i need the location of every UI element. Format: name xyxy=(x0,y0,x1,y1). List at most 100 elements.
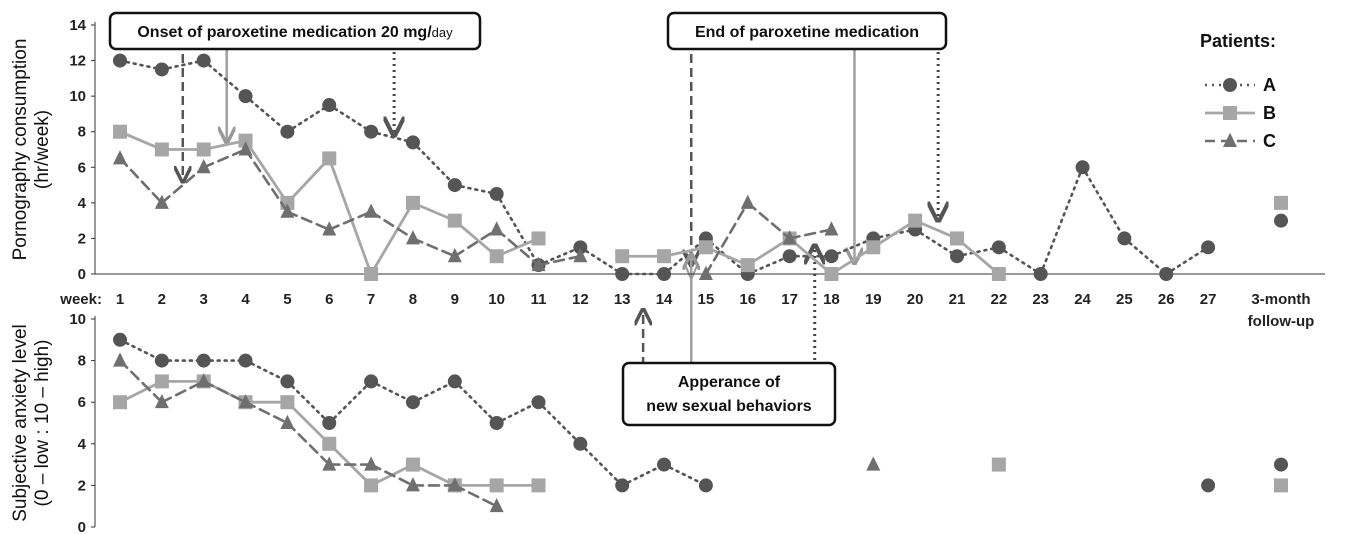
series-A-point xyxy=(489,416,504,430)
series-A-segment xyxy=(327,380,373,425)
series-A-segment xyxy=(369,380,415,404)
legend-title: Patients: xyxy=(1200,31,1276,51)
series-A-segment xyxy=(118,59,164,71)
series-A-point xyxy=(1159,267,1174,281)
panel-1-ytick-label: 6 xyxy=(78,159,86,176)
onset-label-main: Onset of paroxetine medication 20 mg/ xyxy=(137,24,432,41)
series-A-point xyxy=(447,178,462,193)
series-B-point xyxy=(280,395,295,410)
series-C-point xyxy=(364,203,379,218)
series-A-point xyxy=(573,436,588,451)
series-B-segment xyxy=(285,156,331,205)
series-A-point xyxy=(531,395,546,410)
legend-item-A: A xyxy=(1205,75,1276,95)
x-tick-label: 25 xyxy=(1116,291,1133,308)
x-tick-label: 2 xyxy=(158,291,166,308)
series-A-followup-point xyxy=(1274,457,1288,472)
series-B-point xyxy=(154,374,169,389)
series-A-point xyxy=(280,124,295,139)
series-C-point xyxy=(154,393,169,409)
series-C-segment xyxy=(327,210,373,231)
legend-item-C: C xyxy=(1205,131,1276,151)
series-B-segment xyxy=(369,201,415,276)
series-A-point xyxy=(1201,240,1216,255)
series-B-point xyxy=(866,240,881,255)
panel-1-ytick-label: 2 xyxy=(78,230,86,247)
appearance-diamond xyxy=(684,248,699,282)
series-C-point xyxy=(322,456,337,471)
x-tick-label: 15 xyxy=(698,291,715,308)
series-A-segment xyxy=(579,246,624,276)
series-B-point xyxy=(824,267,839,281)
series-C-segment xyxy=(202,148,247,169)
panel-1-ytick-label: 10 xyxy=(69,88,86,105)
x-tick-label: 22 xyxy=(991,291,1008,308)
end-box xyxy=(666,11,948,51)
series-A-point xyxy=(154,62,169,77)
series-C-point xyxy=(531,256,546,272)
series-B-point xyxy=(405,195,420,210)
series-A-segment xyxy=(620,463,666,487)
series-B-point xyxy=(447,213,462,228)
series-A-segment xyxy=(244,359,289,383)
x-tick-label: 27 xyxy=(1200,291,1217,308)
series-B-point xyxy=(238,133,253,148)
series-B-point xyxy=(364,267,379,281)
series-C-segment xyxy=(244,400,289,425)
series-A-point xyxy=(322,98,337,113)
panel-2-ytick-label: 0 xyxy=(78,519,86,534)
panel-2-ylabel-line-1: Subjective anxiety level xyxy=(10,324,31,522)
panel-2-series-A xyxy=(113,332,1288,493)
series-B-point xyxy=(615,249,630,264)
x-tick-label: 8 xyxy=(409,291,417,308)
series-C-segment xyxy=(202,380,247,404)
legend-marker-C xyxy=(1223,132,1237,147)
series-C-point xyxy=(196,159,211,174)
series-C-point xyxy=(322,221,337,236)
panel-2-ytick-label: 4 xyxy=(78,436,87,453)
series-B-followup-point xyxy=(1274,478,1288,493)
panel-1-ylabel-line-2: (hr/week) xyxy=(32,110,53,189)
series-C-point xyxy=(238,393,253,409)
followup-label-line-2: follow-up xyxy=(1248,313,1315,330)
series-C-point xyxy=(866,456,881,471)
x-tick-label: 16 xyxy=(739,291,756,308)
series-A-point xyxy=(280,374,295,389)
series-C-point xyxy=(698,265,713,280)
series-C-segment xyxy=(118,359,164,404)
panel-1-ytick-label: 4 xyxy=(78,195,87,212)
series-A-segment xyxy=(955,246,1001,258)
onset-box xyxy=(108,11,482,51)
x-tick-label: 18 xyxy=(823,291,840,308)
x-tick-label: 3 xyxy=(200,291,208,308)
series-A-point xyxy=(991,240,1006,255)
series-C-point xyxy=(113,352,127,367)
series-B-segment xyxy=(244,139,289,205)
series-C-point xyxy=(364,456,379,471)
series-C-segment xyxy=(160,380,205,404)
x-tick-label: 21 xyxy=(949,291,966,308)
series-A-point xyxy=(196,53,211,68)
x-tick-label: 9 xyxy=(451,291,459,308)
panel-2-ytick-label: 8 xyxy=(78,353,86,370)
series-A-point xyxy=(950,249,964,264)
series-A-point xyxy=(405,395,420,410)
series-A-point xyxy=(573,240,588,255)
series-A-segment xyxy=(118,338,164,362)
series-B-point xyxy=(991,457,1006,472)
series-B-point xyxy=(991,267,1006,281)
x-tick-label: 17 xyxy=(781,291,798,308)
series-A-point xyxy=(782,249,797,264)
series-A-point xyxy=(238,353,253,368)
x-tick-label: 23 xyxy=(1032,291,1049,308)
panel-1-ylabel-line-1: Pornography consumption xyxy=(10,39,31,261)
series-A-segment xyxy=(286,380,331,425)
x-tick-label: 12 xyxy=(572,291,589,308)
series-A-point xyxy=(615,478,630,493)
series-C-segment xyxy=(788,228,833,240)
panel-2-ylabel-line-2: (0 – low : 10 – high) xyxy=(32,340,53,507)
onset-label-unit: day xyxy=(432,25,453,40)
